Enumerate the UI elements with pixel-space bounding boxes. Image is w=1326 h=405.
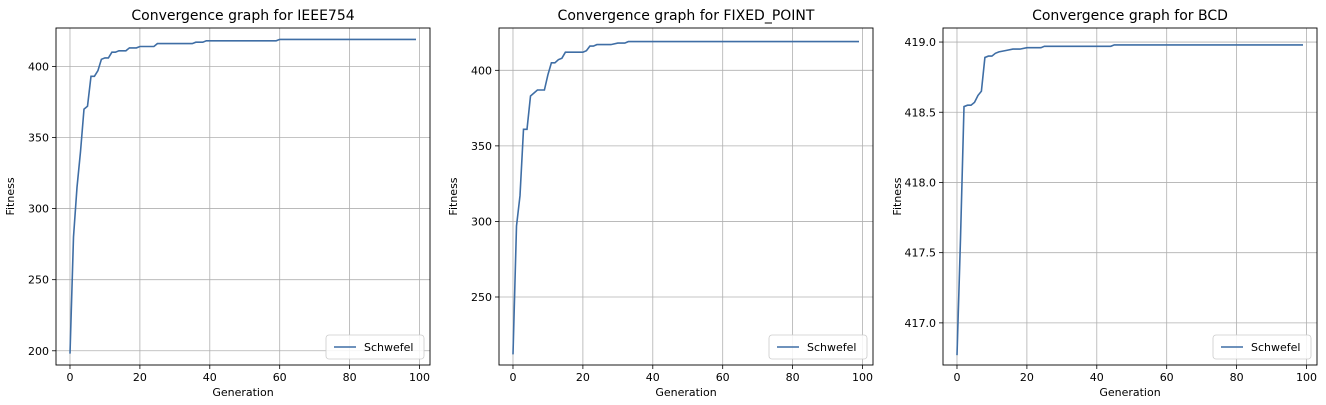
y-tick-label: 350 bbox=[471, 140, 492, 153]
y-tick-label: 250 bbox=[471, 291, 492, 304]
chart-title: Convergence graph for FIXED_POINT bbox=[558, 8, 815, 24]
x-tick-label: 80 bbox=[1230, 371, 1244, 384]
y-tick-label: 418.0 bbox=[905, 176, 937, 189]
plot-area bbox=[56, 28, 430, 365]
y-tick-label: 350 bbox=[28, 131, 49, 144]
x-tick-label: 40 bbox=[1090, 371, 1104, 384]
legend-label: Schwefel bbox=[1251, 341, 1300, 354]
x-axis-label: Generation bbox=[1099, 386, 1160, 399]
y-tick-label: 419.0 bbox=[905, 36, 937, 49]
series-line-schwefel bbox=[69, 38, 416, 354]
legend-box bbox=[1212, 334, 1312, 360]
chart-panel-2: 0 20 40 60 80 100 250 300 350 400 Convergence grap… bbox=[447, 8, 874, 399]
y-tick-label: 400 bbox=[28, 60, 49, 73]
x-tick-label: 100 bbox=[1296, 371, 1317, 384]
plot-area bbox=[943, 28, 1317, 365]
y-tick-label: 400 bbox=[471, 64, 492, 77]
plot-area bbox=[499, 28, 873, 365]
x-tick-label: 60 bbox=[273, 371, 287, 384]
axes-frame bbox=[55, 27, 431, 366]
axes-frame bbox=[498, 27, 874, 366]
chart-title: Convergence graph for BCD bbox=[1032, 8, 1228, 24]
x-tick-label: 40 bbox=[646, 371, 660, 384]
y-tick-label: 300 bbox=[28, 203, 49, 216]
x-tick-label: 60 bbox=[716, 371, 730, 384]
x-tick-label: 100 bbox=[852, 371, 873, 384]
x-tick-label: 20 bbox=[133, 371, 147, 384]
y-axis-label: Fitness bbox=[4, 177, 17, 215]
x-tick-label: 0 bbox=[66, 371, 73, 384]
y-tick-label: 418.5 bbox=[905, 106, 937, 119]
x-axis-label: Generation bbox=[655, 386, 716, 399]
x-tick-label: 0 bbox=[953, 371, 960, 384]
y-tick-label: 417.5 bbox=[905, 247, 937, 260]
y-axis-label: Fitness bbox=[447, 177, 460, 215]
x-tick-label: 20 bbox=[576, 371, 590, 384]
x-tick-label: 40 bbox=[203, 371, 217, 384]
axes-frame bbox=[942, 27, 1318, 366]
y-tick-label: 417.0 bbox=[905, 317, 937, 330]
legend-label: Schwefel bbox=[807, 341, 856, 354]
y-tick-label: 250 bbox=[28, 274, 49, 287]
series-line-schwefel bbox=[512, 40, 859, 355]
legend-box bbox=[768, 334, 868, 360]
chart-title: Convergence graph for IEEE754 bbox=[131, 8, 354, 24]
chart-panel-3: 0 20 40 60 80 100 417.0 417.5 418.0 418.5 419.0 Con… bbox=[891, 8, 1318, 399]
y-axis-label: Fitness bbox=[891, 177, 904, 215]
x-tick-label: 0 bbox=[509, 371, 516, 384]
x-axis-label: Generation bbox=[212, 386, 273, 399]
x-tick-label: 80 bbox=[343, 371, 357, 384]
legend-box bbox=[325, 334, 425, 360]
y-tick-label: 300 bbox=[471, 215, 492, 228]
x-tick-label: 60 bbox=[1160, 371, 1174, 384]
legend-label: Schwefel bbox=[364, 341, 413, 354]
y-tick-label: 200 bbox=[28, 345, 49, 358]
series-line-schwefel bbox=[956, 44, 1303, 356]
x-tick-label: 20 bbox=[1020, 371, 1034, 384]
x-tick-label: 80 bbox=[786, 371, 800, 384]
x-tick-label: 100 bbox=[409, 371, 430, 384]
chart-panel-1: 0 20 40 60 80 100 200 250 300 350 400 Convergence g… bbox=[4, 8, 431, 399]
